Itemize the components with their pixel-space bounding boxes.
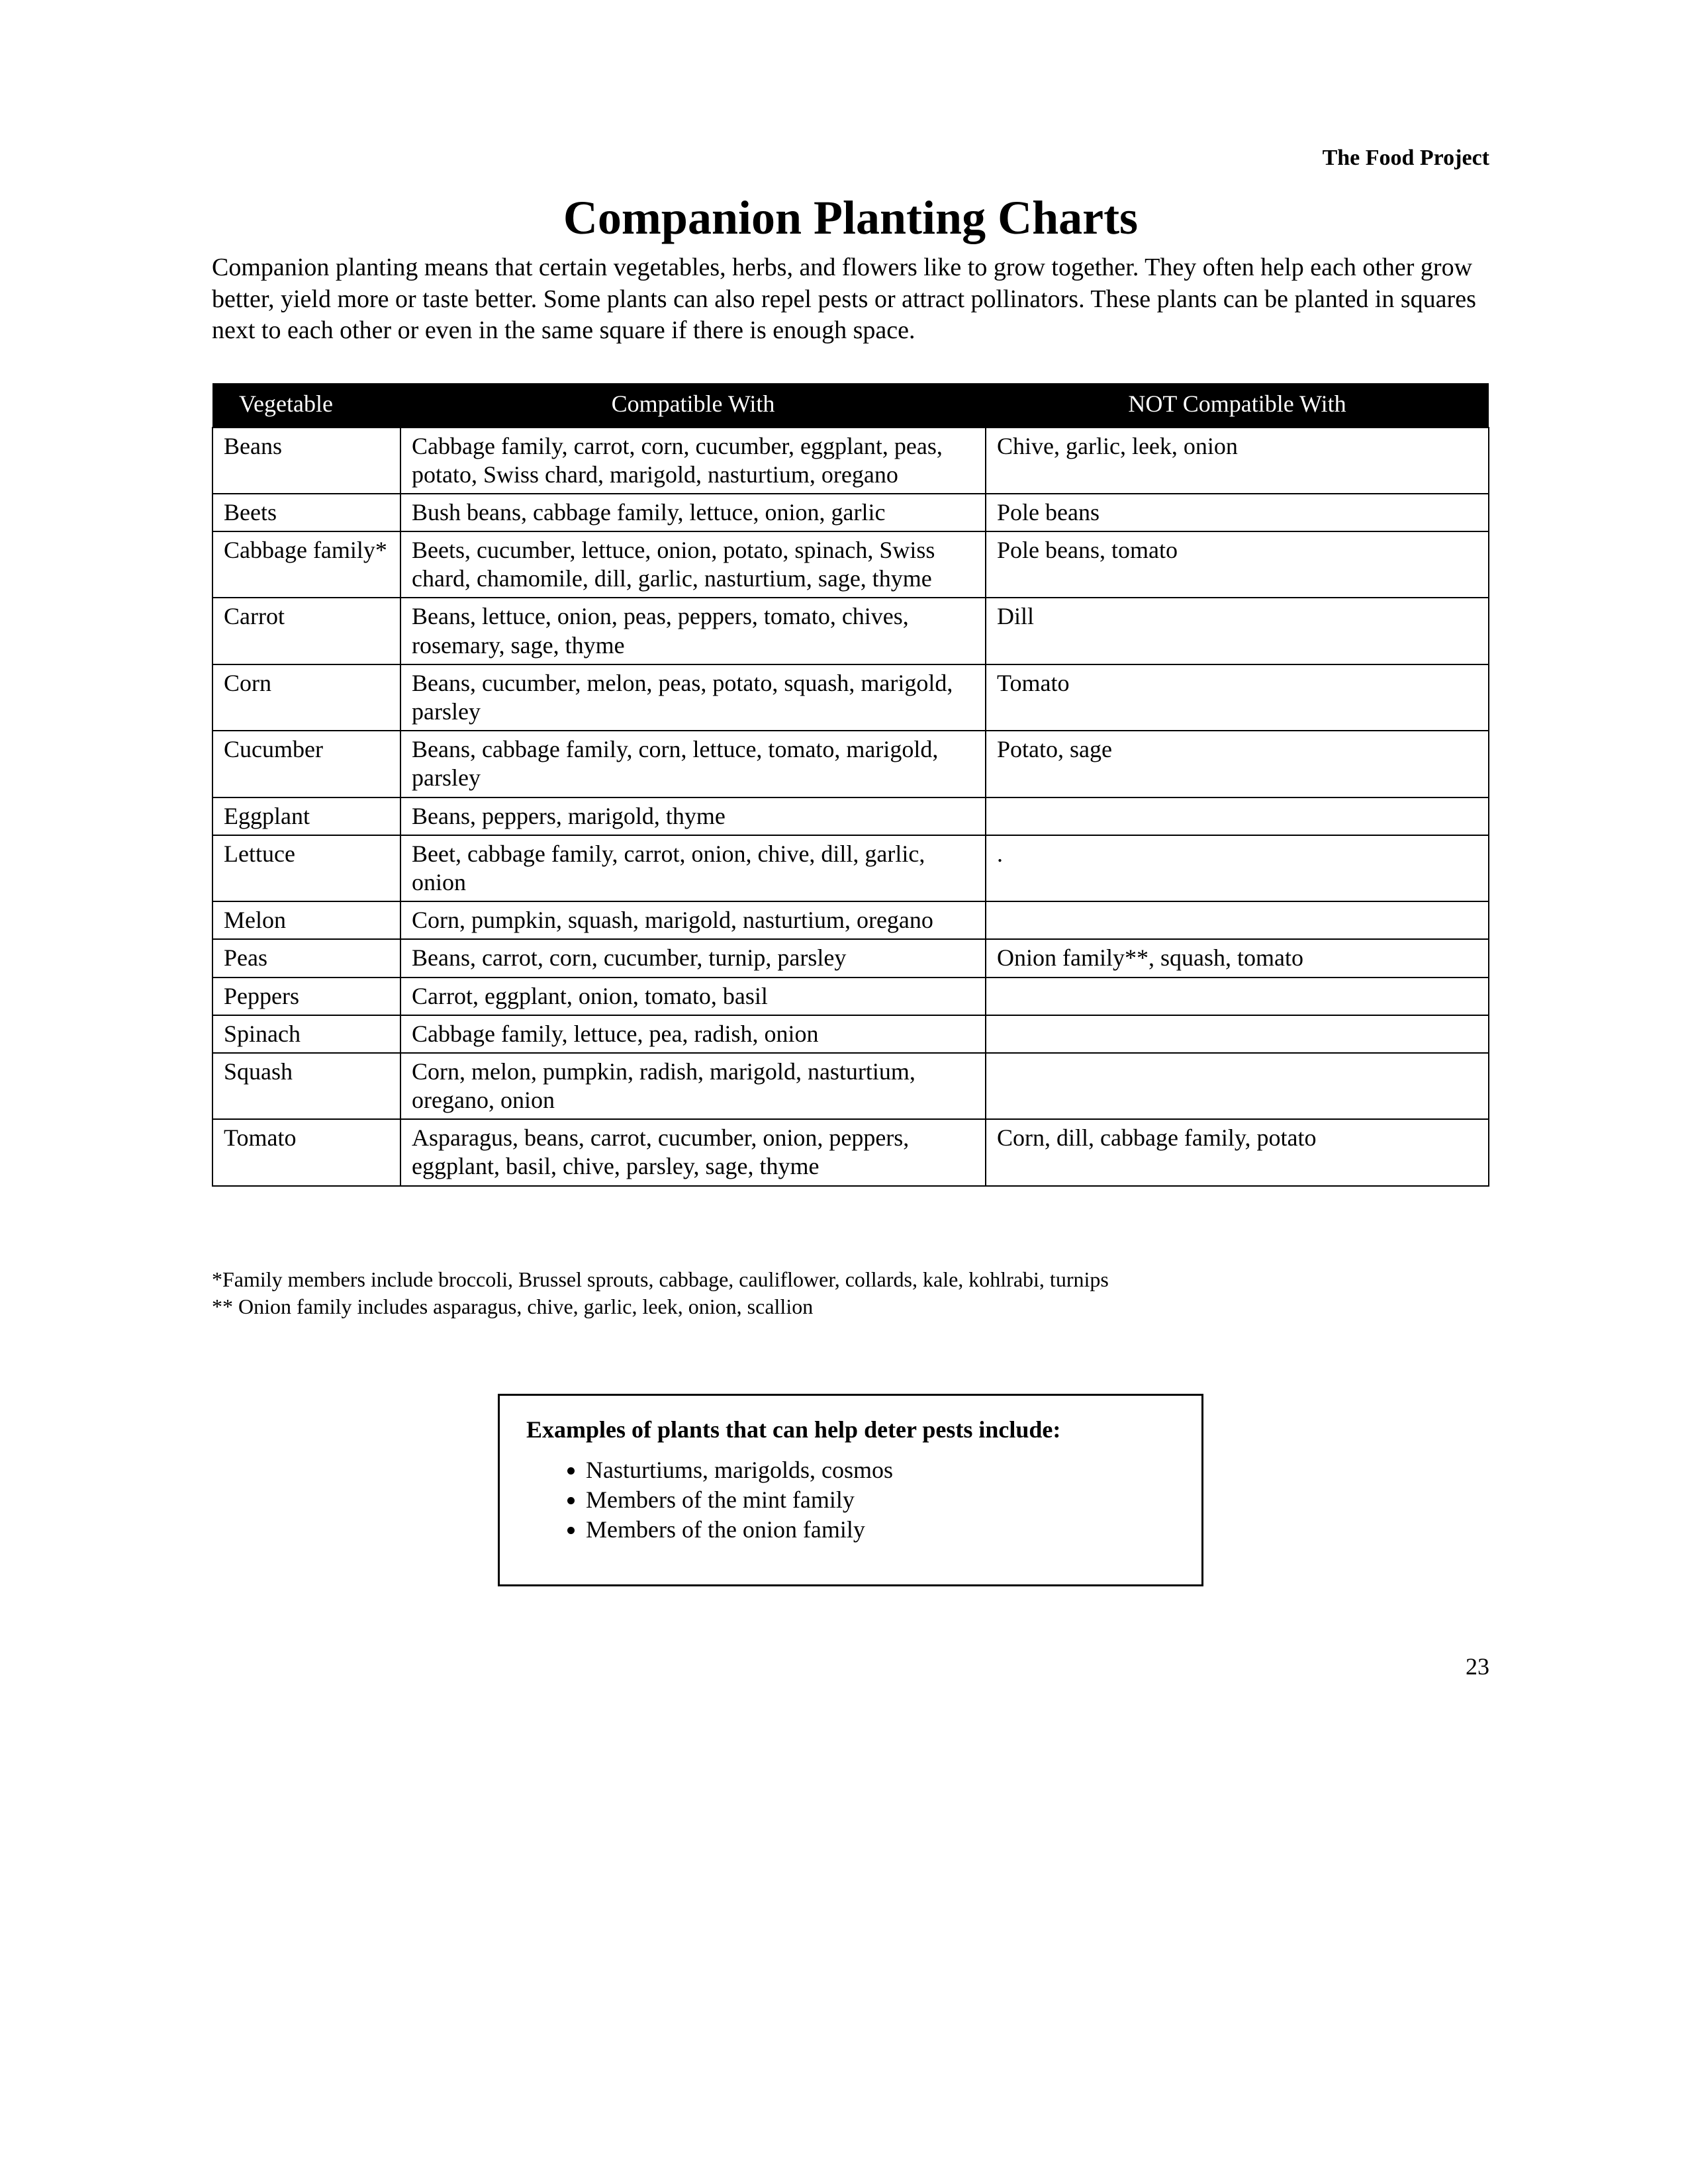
cell-not-compatible — [986, 797, 1489, 835]
page-title: Companion Planting Charts — [212, 191, 1489, 246]
cell-compatible: Carrot, eggplant, onion, tomato, basil — [400, 978, 986, 1015]
table-header-row: Vegetable Compatible With NOT Compatible… — [212, 383, 1489, 428]
table-row: Cabbage family*Beets, cucumber, lettuce,… — [212, 531, 1489, 598]
cell-compatible: Cabbage family, carrot, corn, cucumber, … — [400, 428, 986, 494]
cell-vegetable: Corn — [212, 664, 400, 731]
cell-compatible: Beans, cucumber, melon, peas, potato, sq… — [400, 664, 986, 731]
cell-not-compatible — [986, 1053, 1489, 1119]
cell-vegetable: Beets — [212, 494, 400, 531]
table-row: CucumberBeans, cabbage family, corn, let… — [212, 731, 1489, 797]
table-row: CornBeans, cucumber, melon, peas, potato… — [212, 664, 1489, 731]
cell-vegetable: Tomato — [212, 1119, 400, 1185]
cell-compatible: Beet, cabbage family, carrot, onion, chi… — [400, 835, 986, 901]
cell-vegetable: Spinach — [212, 1015, 400, 1053]
col-vegetable: Vegetable — [212, 383, 400, 428]
intro-paragraph: Companion planting means that certain ve… — [212, 252, 1489, 347]
cell-vegetable: Lettuce — [212, 835, 400, 901]
cell-vegetable: Melon — [212, 901, 400, 939]
cell-compatible: Asparagus, beans, carrot, cucumber, onio… — [400, 1119, 986, 1185]
footnote-2: ** Onion family includes asparagus, chiv… — [212, 1293, 1489, 1321]
cell-compatible: Beans, lettuce, onion, peas, peppers, to… — [400, 598, 986, 664]
cell-vegetable: Cucumber — [212, 731, 400, 797]
col-compatible: Compatible With — [400, 383, 986, 428]
list-item: Nasturtiums, marigolds, cosmos — [586, 1455, 1175, 1485]
table-row: TomatoAsparagus, beans, carrot, cucumber… — [212, 1119, 1489, 1185]
deter-list: Nasturtiums, marigolds, cosmos Members o… — [586, 1455, 1175, 1545]
table-row: BeansCabbage family, carrot, corn, cucum… — [212, 428, 1489, 494]
table-row: BeetsBush beans, cabbage family, lettuce… — [212, 494, 1489, 531]
cell-compatible: Beans, carrot, corn, cucumber, turnip, p… — [400, 939, 986, 977]
cell-vegetable: Peas — [212, 939, 400, 977]
cell-not-compatible: Pole beans, tomato — [986, 531, 1489, 598]
cell-not-compatible: . — [986, 835, 1489, 901]
page-number: 23 — [212, 1653, 1489, 1680]
cell-compatible: Beans, cabbage family, corn, lettuce, to… — [400, 731, 986, 797]
footnotes: *Family members include broccoli, Brusse… — [212, 1266, 1489, 1321]
cell-not-compatible: Dill — [986, 598, 1489, 664]
cell-compatible: Corn, melon, pumpkin, radish, marigold, … — [400, 1053, 986, 1119]
footnote-1: *Family members include broccoli, Brusse… — [212, 1266, 1489, 1294]
cell-vegetable: Cabbage family* — [212, 531, 400, 598]
cell-vegetable: Peppers — [212, 978, 400, 1015]
cell-vegetable: Carrot — [212, 598, 400, 664]
table-row: CarrotBeans, lettuce, onion, peas, peppe… — [212, 598, 1489, 664]
cell-not-compatible: Pole beans — [986, 494, 1489, 531]
table-row: SpinachCabbage family, lettuce, pea, rad… — [212, 1015, 1489, 1053]
cell-not-compatible: Potato, sage — [986, 731, 1489, 797]
cell-not-compatible — [986, 1015, 1489, 1053]
cell-compatible: Cabbage family, lettuce, pea, radish, on… — [400, 1015, 986, 1053]
list-item: Members of the mint family — [586, 1485, 1175, 1515]
cell-compatible: Beans, peppers, marigold, thyme — [400, 797, 986, 835]
list-item: Members of the onion family — [586, 1515, 1175, 1545]
cell-compatible: Corn, pumpkin, squash, marigold, nasturt… — [400, 901, 986, 939]
cell-not-compatible — [986, 901, 1489, 939]
cell-not-compatible: Onion family**, squash, tomato — [986, 939, 1489, 977]
companion-table: Vegetable Compatible With NOT Compatible… — [212, 383, 1489, 1187]
cell-vegetable: Beans — [212, 428, 400, 494]
deter-box-title: Examples of plants that can help deter p… — [526, 1416, 1175, 1443]
deter-pests-box: Examples of plants that can help deter p… — [498, 1394, 1203, 1586]
table-row: SquashCorn, melon, pumpkin, radish, mari… — [212, 1053, 1489, 1119]
page: The Food Project Companion Planting Char… — [0, 0, 1688, 1760]
cell-vegetable: Eggplant — [212, 797, 400, 835]
cell-not-compatible: Chive, garlic, leek, onion — [986, 428, 1489, 494]
cell-vegetable: Squash — [212, 1053, 400, 1119]
table-row: LettuceBeet, cabbage family, carrot, oni… — [212, 835, 1489, 901]
cell-not-compatible: Corn, dill, cabbage family, potato — [986, 1119, 1489, 1185]
header-org: The Food Project — [212, 146, 1489, 171]
table-row: EggplantBeans, peppers, marigold, thyme — [212, 797, 1489, 835]
cell-compatible: Bush beans, cabbage family, lettuce, oni… — [400, 494, 986, 531]
table-row: PeppersCarrot, eggplant, onion, tomato, … — [212, 978, 1489, 1015]
cell-not-compatible: Tomato — [986, 664, 1489, 731]
cell-not-compatible — [986, 978, 1489, 1015]
table-row: PeasBeans, carrot, corn, cucumber, turni… — [212, 939, 1489, 977]
table-row: MelonCorn, pumpkin, squash, marigold, na… — [212, 901, 1489, 939]
col-not-compatible: NOT Compatible With — [986, 383, 1489, 428]
cell-compatible: Beets, cucumber, lettuce, onion, potato,… — [400, 531, 986, 598]
